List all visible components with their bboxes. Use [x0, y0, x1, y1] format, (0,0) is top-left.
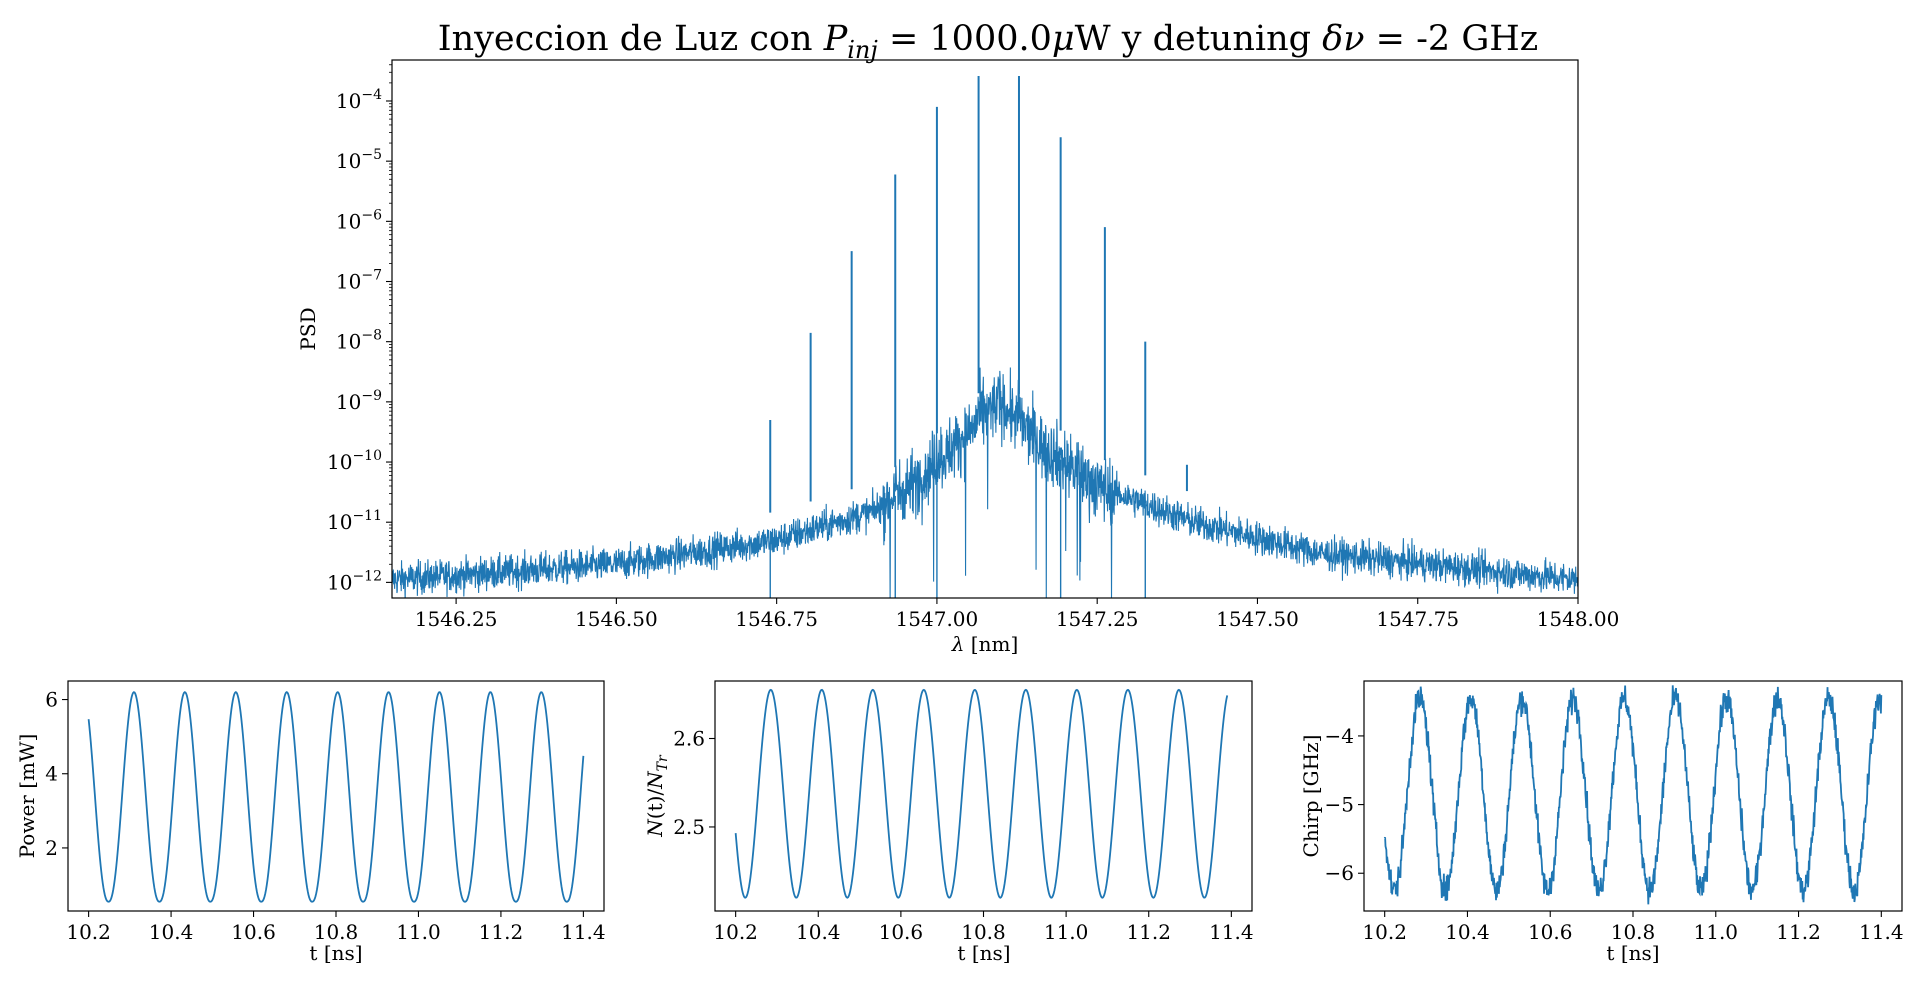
spectrum-ytick-label: 10−4	[336, 87, 382, 113]
carriers-xtick-label: 11.2	[1126, 920, 1171, 944]
spectrum-psd-line	[392, 367, 1578, 598]
power-x-ticks: 10.2 10.4 10.6 10.8 11.0 11.2 11.4	[66, 911, 606, 944]
spectrum-xtick-label: 1547.50	[1216, 607, 1299, 631]
spectrum-xtick-label: 1546.25	[415, 607, 498, 631]
power-xtick-label: 10.6	[231, 920, 276, 944]
chirp-ytick-label: −4	[1325, 724, 1354, 748]
power-y-axis-label: Power [mW]	[15, 734, 39, 859]
spectrum-ytick-label: 10−9	[336, 388, 382, 414]
chirp-ytick-label: −5	[1325, 793, 1354, 817]
carrier-axes-frame	[714, 680, 1253, 912]
chirp-ytick-label: −6	[1325, 861, 1354, 885]
spectrum-x-axis-label: λ [nm]	[951, 632, 1019, 656]
carriers-xtick-label: 11.4	[1209, 920, 1254, 944]
spectrum-ytick-label: 10−8	[336, 328, 382, 354]
carriers-xtick-label: 10.4	[796, 920, 841, 944]
spectrum-axes-frame	[391, 59, 1579, 599]
chirp-xtick-label: 10.2	[1362, 920, 1407, 944]
chirp-y-ticks: −6 −5 −4	[1325, 724, 1364, 885]
chirp-xtick-label: 10.6	[1528, 920, 1573, 944]
spectrum-panel: 1546.25 1546.50 1546.75 1547.00 1547.25 1547.…	[296, 59, 1620, 656]
carriers-xtick-label: 10.2	[713, 920, 758, 944]
spectrum-ytick-label: 10−12	[327, 568, 382, 594]
carrier-plot-area	[734, 688, 1229, 899]
chirp-x-axis-label: t [ns]	[1606, 941, 1659, 965]
spectrum-xtick-label: 1546.50	[575, 607, 658, 631]
carrier-y-axis-label: N(t)/NTr	[643, 754, 671, 838]
carrier-panel: 10.2 10.4 10.6 10.8 11.0 11.2 11.4 2.5 2.6 t [n…	[643, 680, 1254, 965]
power-xtick-label: 10.2	[66, 920, 111, 944]
power-ytick-label: 2	[45, 836, 58, 860]
carrier-x-axis-label: t [ns]	[957, 941, 1010, 965]
chirp-xtick-label: 11.0	[1694, 920, 1739, 944]
chirp-plot-area	[1383, 685, 1883, 905]
power-x-axis-label: t [ns]	[309, 941, 362, 965]
spectrum-xtick-label: 1547.00	[896, 607, 979, 631]
spectrum-xtick-label: 1546.75	[735, 607, 818, 631]
chirp-y-axis-label: Chirp [GHz]	[1299, 735, 1323, 858]
spectrum-ytick-label: 10−11	[327, 508, 382, 534]
spectrum-ytick-label: 10−6	[336, 207, 382, 233]
carrier-y-ticks: 2.5 2.6	[673, 727, 715, 839]
power-panel: 10.2 10.4 10.6 10.8 11.0 11.2 11.4 246 t [ns] …	[15, 680, 606, 965]
carriers-ytick-label: 2.6	[673, 727, 705, 751]
carriers-xtick-label: 10.6	[879, 920, 924, 944]
power-ytick-label: 4	[45, 762, 58, 786]
spectrum-ytick-label: 10−5	[336, 147, 382, 173]
carriers-xtick-label: 11.0	[1044, 920, 1089, 944]
chirp-x-ticks: 10.2 10.4 10.6 10.8 11.0 11.2 11.4	[1362, 911, 1904, 944]
carrier-x-ticks: 10.2 10.4 10.6 10.8 11.0 11.2 11.4	[713, 911, 1254, 944]
spectrum-x-ticks: 1546.25 1546.50 1546.75 1547.00 1547.25 1547.…	[415, 598, 1620, 631]
power-line	[87, 691, 585, 903]
chirp-xtick-label: 11.4	[1859, 920, 1904, 944]
spectrum-y-ticks: 10−12 10−11 10−10 10−9 10−8 10−7 10−6 10−5 10−4	[327, 64, 392, 594]
power-xtick-label: 11.0	[396, 920, 441, 944]
chirp-xtick-label: 10.8	[1611, 920, 1656, 944]
spectrum-xtick-label: 1548.00	[1537, 607, 1620, 631]
power-plot-area	[87, 691, 585, 903]
spectrum-ytick-label: 10−10	[327, 448, 382, 474]
chirp-panel: 10.2 10.4 10.6 10.8 11.0 11.2 11.4 −6 −5 −4 t [n…	[1299, 680, 1904, 965]
power-xtick-label: 10.4	[149, 920, 194, 944]
chirp-line	[1383, 685, 1883, 905]
carriers-line	[734, 688, 1229, 899]
figure-title: Inyeccion de Luz con Pinj = 1000.0μW y d…	[438, 19, 1538, 64]
power-axes-frame	[67, 680, 605, 912]
spectrum-y-axis-label: PSD	[296, 307, 320, 350]
power-xtick-label: 11.2	[479, 920, 524, 944]
spectrum-plot-area	[392, 76, 1578, 598]
carriers-ytick-label: 2.5	[673, 815, 705, 839]
power-xtick-label: 11.4	[561, 920, 606, 944]
spectrum-xtick-label: 1547.25	[1056, 607, 1139, 631]
power-ytick-label: 6	[45, 688, 58, 712]
spectrum-ytick-label: 10−7	[336, 268, 382, 294]
power-y-ticks: 2 4 6	[45, 688, 68, 860]
chirp-xtick-label: 10.4	[1445, 920, 1490, 944]
spectrum-xtick-label: 1547.75	[1376, 607, 1459, 631]
power-xtick-label: 10.8	[314, 920, 359, 944]
chirp-xtick-label: 11.2	[1776, 920, 1821, 944]
carriers-xtick-label: 10.8	[961, 920, 1006, 944]
